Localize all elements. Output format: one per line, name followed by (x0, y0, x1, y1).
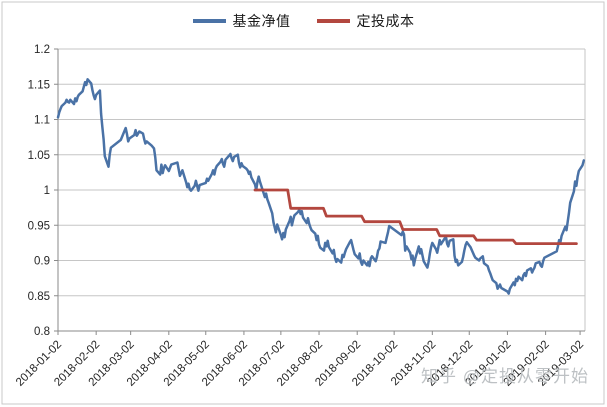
y-tick-label: 1.1 (34, 115, 50, 127)
y-tick-label: 0.8 (34, 326, 50, 338)
watermark: 知乎 @定投从零开始 (421, 367, 589, 386)
y-tick-label: 1.2 (34, 44, 50, 56)
y-tick-label: 0.95 (28, 220, 50, 232)
y-tick-label: 1.15 (28, 79, 50, 91)
fund-nav-legend-swatch (192, 19, 226, 23)
y-tick-label: 1 (44, 185, 50, 197)
fund-nav-line (56, 78, 586, 295)
cost-legend-swatch (316, 19, 350, 23)
legend: 基金净值 定投成本 (0, 11, 607, 31)
legend-item-fund-nav: 基金净值 (192, 11, 291, 31)
fund-nav-legend-label: 基金净值 (232, 13, 291, 29)
cost-line (253, 188, 578, 246)
y-tick-label: 0.85 (28, 291, 50, 303)
legend-item-cost: 定投成本 (316, 11, 415, 31)
y-tick-label: 1.05 (28, 150, 50, 162)
y-tick-label: 0.9 (34, 256, 50, 268)
cost-legend-label: 定投成本 (356, 13, 415, 29)
